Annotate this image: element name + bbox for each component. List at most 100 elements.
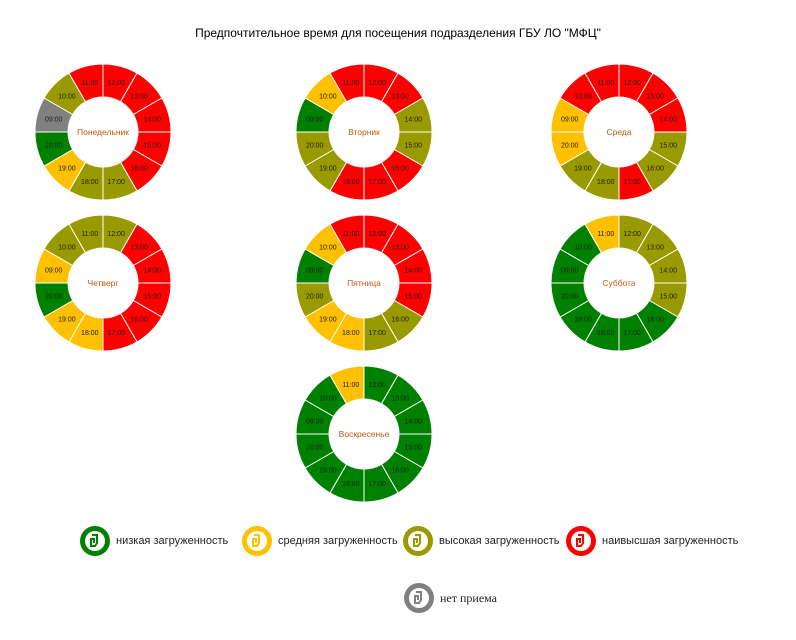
slice-time-label: 16:00 [646,317,664,324]
slice-time-label: 16:00 [391,166,409,173]
slice-time-label: 20:00 [561,143,579,150]
slice-time-label: 17:00 [107,330,125,337]
slice-time-label: 14:00 [405,418,423,425]
slice-time-label: 12:00 [368,80,386,87]
slice-time-label: 15:00 [405,445,423,452]
donut-chart-7: 12:00 13:00 14:00 15:00 16:00 17:00 18:00 19:00… [295,365,433,503]
slice-time-label: 17:00 [107,179,125,186]
slice-time-label: 13:00 [391,395,409,402]
slice-time-label: 10:00 [319,395,337,402]
donut-slice [68,214,104,254]
slice-time-label: 17:00 [623,330,641,337]
slice-time-label: 14:00 [144,267,162,274]
mfc-logo-icon [80,526,110,556]
day-name-label: Суббота [602,278,636,288]
slice-time-label: 09:00 [306,267,324,274]
slice-time-label: 19:00 [319,166,337,173]
slice-time-label: 18:00 [342,330,360,337]
slice-time-label: 12:00 [623,231,641,238]
legend-label-closed: нет приема [440,590,497,605]
slice-time-label: 19:00 [574,166,592,173]
legend-item-closed: нет приема [404,583,497,613]
legend-item-low: низкая загруженность [80,526,228,556]
slice-time-label: 20:00 [306,294,324,301]
donut-slice [329,214,365,254]
day-name-label: Понедельник [77,127,129,137]
slice-time-label: 16:00 [391,468,409,475]
slice-time-label: 17:00 [368,481,386,488]
slice-time-label: 16:00 [130,166,148,173]
slice-time-label: 15:00 [144,294,162,301]
donut-chart-5: 12:00 13:00 14:00 15:00 16:00 17:00 18:00 19:00… [295,214,433,352]
slice-time-label: 14:00 [405,267,423,274]
slice-time-label: 13:00 [130,93,148,100]
slice-time-label: 13:00 [646,93,664,100]
day-name-label: Среда [606,127,631,137]
slice-time-label: 13:00 [391,244,409,251]
slice-time-label: 09:00 [306,418,324,425]
slice-time-label: 20:00 [306,143,324,150]
legend-label-high: высокая загруженность [439,535,560,547]
slice-time-label: 20:00 [45,294,63,301]
slice-time-label: 10:00 [319,244,337,251]
day-name-label: Вторник [348,127,380,137]
slice-time-label: 11:00 [597,231,614,238]
mfc-logo-icon [404,583,434,613]
donut-slice [584,63,620,103]
slice-time-label: 16:00 [391,317,409,324]
slice-time-label: 13:00 [391,93,409,100]
slice-time-label: 17:00 [368,330,386,337]
slice-time-label: 12:00 [368,382,386,389]
slice-time-label: 12:00 [107,80,125,87]
slice-time-label: 18:00 [81,330,99,337]
slice-time-label: 18:00 [597,179,615,186]
slice-time-label: 11:00 [81,231,98,238]
donut-chart-1: 12:00 13:00 14:00 15:00 16:00 17:00 18:00 19:00… [34,63,172,201]
slice-time-label: 09:00 [306,116,324,123]
slice-time-label: 10:00 [574,93,592,100]
slice-time-label: 17:00 [368,179,386,186]
donut-chart-2: 12:00 13:00 14:00 15:00 16:00 17:00 18:00 19:00… [295,63,433,201]
day-name-label: Четверг [88,278,119,288]
slice-time-label: 17:00 [623,179,641,186]
slice-time-label: 12:00 [623,80,641,87]
slice-time-label: 14:00 [660,267,678,274]
slice-time-label: 15:00 [405,294,423,301]
slice-time-label: 20:00 [306,445,324,452]
slice-time-label: 10:00 [58,93,76,100]
day-name-label: Пятница [347,278,381,288]
slice-time-label: 11:00 [342,80,359,87]
slice-time-label: 13:00 [646,244,664,251]
slice-time-label: 13:00 [130,244,148,251]
slice-time-label: 10:00 [58,244,76,251]
slice-time-label: 11:00 [342,231,359,238]
mfc-logo-icon [566,526,596,556]
legend-label-medium: средняя загруженность [278,535,398,547]
slice-time-label: 11:00 [342,382,359,389]
slice-time-label: 19:00 [574,317,592,324]
slice-time-label: 18:00 [81,179,99,186]
mfc-logo-icon [403,526,433,556]
slice-time-label: 20:00 [561,294,579,301]
slice-time-label: 19:00 [58,166,76,173]
slice-time-label: 14:00 [144,116,162,123]
slice-time-label: 10:00 [574,244,592,251]
slice-time-label: 18:00 [597,330,615,337]
slice-time-label: 19:00 [58,317,76,324]
slice-time-label: 16:00 [646,166,664,173]
donut-chart-6: 12:00 13:00 14:00 15:00 16:00 17:00 18:00 19:00… [550,214,688,352]
slice-time-label: 15:00 [144,143,162,150]
slice-time-label: 16:00 [130,317,148,324]
slice-time-label: 19:00 [319,468,337,475]
donut-slice [584,214,620,254]
slice-time-label: 10:00 [319,93,337,100]
donut-slice [329,63,365,103]
slice-time-label: 18:00 [342,179,360,186]
slice-time-label: 09:00 [561,116,579,123]
slice-time-label: 09:00 [45,116,63,123]
slice-time-label: 11:00 [81,80,98,87]
legend-label-highest: наивысшая загруженность [602,535,739,547]
slice-time-label: 14:00 [660,116,678,123]
slice-time-label: 12:00 [368,231,386,238]
chart-title: Предпочтительное время для посещения под… [195,26,601,40]
